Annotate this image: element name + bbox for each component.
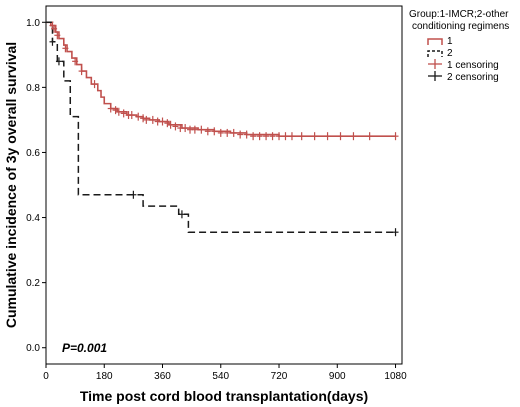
x-tick-label: 1080: [384, 371, 407, 382]
censor-mark-group-1: [91, 80, 98, 89]
y-tick-label: 0.8: [26, 83, 40, 94]
censor-mark-group-1: [230, 128, 237, 137]
x-axis-title: Time post cord blood transplantation(day…: [80, 388, 368, 404]
censor-mark-group-1: [269, 132, 276, 141]
legend-title-line1: Group:1-IMCR;2-other: [409, 9, 509, 20]
censoring-marks: [49, 21, 399, 237]
censor-mark-group-1: [159, 117, 166, 126]
x-tick-label: 180: [96, 371, 113, 382]
censor-mark-group-1: [256, 132, 263, 141]
censor-mark-group-1: [120, 109, 127, 118]
censor-mark-group-2: [178, 210, 185, 219]
censor-mark-group-1: [191, 125, 198, 134]
x-tick-label: 540: [212, 371, 229, 382]
censor-mark-group-1: [217, 128, 224, 137]
censor-mark-group-1: [143, 115, 150, 124]
legend-entry-group1-censoring: 1 censoring: [447, 60, 499, 71]
censor-mark-group-2: [130, 190, 137, 199]
legend-group2-line-icon: [427, 50, 443, 57]
censor-mark-group-1: [224, 128, 231, 137]
censor-mark-group-1: [250, 132, 257, 141]
p-value-annotation: P=0.001: [62, 341, 107, 355]
censor-mark-group-1: [182, 124, 189, 133]
censor-mark-group-1: [172, 122, 179, 131]
x-tick-label: 720: [271, 371, 288, 382]
censor-mark-group-1: [276, 132, 283, 141]
legend-entry-group2-censoring: 2 censoring: [447, 72, 499, 83]
censor-mark-group-1: [311, 132, 318, 141]
censor-mark-group-1: [392, 132, 399, 141]
censor-mark-group-1: [107, 104, 114, 113]
censor-mark-group-1: [128, 111, 135, 120]
legend-title-line2: conditioning regimens: [412, 21, 509, 32]
censor-mark-group-1: [112, 106, 119, 115]
censor-mark-group-1: [54, 31, 61, 40]
y-tick-label: 0.2: [26, 278, 40, 289]
censor-mark-group-1: [243, 130, 250, 139]
censor-mark-group-1: [167, 120, 174, 129]
legend-entry-group2: 2: [447, 48, 453, 59]
censor-mark-group-2: [392, 228, 399, 237]
censor-mark-group-1: [149, 115, 156, 124]
y-tick-label: 0.0: [26, 343, 40, 354]
censor-mark-group-1: [211, 127, 218, 136]
axis-ticks: 0 180 360 540 720 900 1080 0.0 0.2 0.4 0.6 0.8 1.0: [26, 18, 407, 382]
censor-mark-group-1: [140, 114, 147, 123]
censor-mark-group-1: [237, 130, 244, 139]
censor-mark-group-1: [298, 132, 305, 141]
censor-mark-group-1: [198, 125, 205, 134]
censor-mark-group-1: [72, 57, 79, 66]
censor-mark-group-2: [49, 37, 56, 46]
legend-group2-censor-icon: [428, 71, 442, 81]
legend-entry-group1: 1: [447, 36, 453, 47]
censor-mark-group-1: [78, 67, 85, 76]
censor-mark-group-1: [366, 132, 373, 141]
y-tick-label: 0.4: [26, 213, 40, 224]
y-axis-title: Cumulative incidence of 3y overall survi…: [3, 42, 19, 328]
plot-frame: [45, 5, 403, 365]
censor-mark-group-1: [350, 132, 357, 141]
censor-mark-group-1: [62, 44, 69, 53]
censor-mark-group-1: [324, 132, 331, 141]
x-tick-label: 360: [154, 371, 171, 382]
censor-mark-group-1: [51, 24, 58, 33]
censor-mark-group-1: [288, 132, 295, 141]
censor-mark-group-1: [204, 127, 211, 136]
legend-group1-censor-icon: [428, 59, 442, 69]
legend: Group:1-IMCR;2-other conditioning regime…: [409, 9, 509, 83]
censor-mark-group-1: [115, 107, 122, 116]
censor-mark-group-1: [164, 119, 171, 128]
legend-group1-line-icon: [427, 38, 443, 45]
censor-mark-group-2: [55, 57, 62, 66]
censor-mark-group-1: [282, 132, 289, 141]
censor-mark-group-1: [263, 132, 270, 141]
y-tick-label: 1.0: [26, 18, 40, 29]
y-tick-label: 0.6: [26, 148, 40, 159]
censor-mark-group-1: [135, 112, 142, 121]
censor-mark-group-1: [337, 132, 344, 141]
x-tick-label: 900: [329, 371, 346, 382]
x-tick-label: 0: [43, 371, 49, 382]
